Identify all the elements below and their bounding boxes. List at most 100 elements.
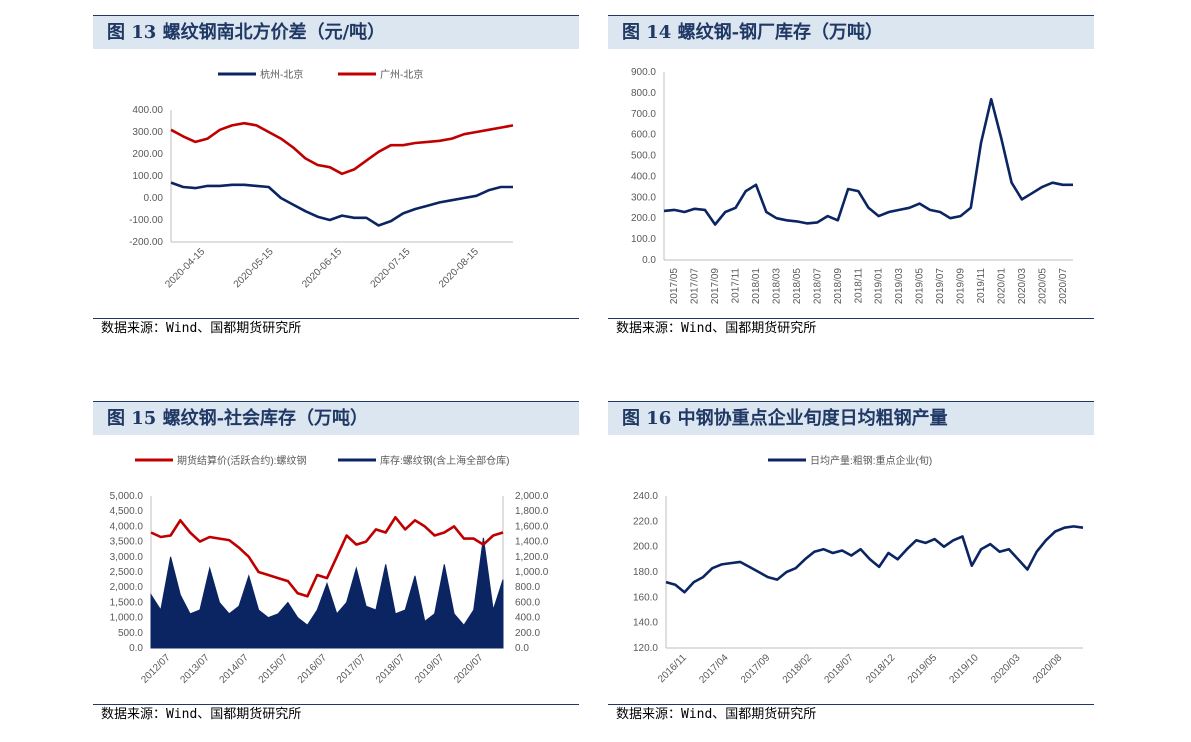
y-tick-label: 100.00 (132, 171, 163, 182)
chart-13-legend: 杭州-北京 广州-北京 (218, 68, 423, 81)
chart-title-13: 图 13 螺纹钢南北方价差（元/吨） (93, 15, 579, 49)
y-tick-label: 500.0 (631, 151, 656, 162)
x-tick-label: 2016/07 (296, 652, 330, 686)
x-tick-label: 2019/07 (935, 268, 946, 305)
legend-label: 日均产量:粗钢:重点企业(旬) (810, 454, 932, 467)
y-tick-label: 1,000.0 (110, 613, 144, 624)
x-tick-label: 2020/07 (452, 652, 486, 686)
x-tick-label: 2017/09 (710, 268, 721, 305)
x-tick-label: 2013/07 (178, 652, 212, 686)
x-tick-label: 2020-07-15 (369, 246, 413, 290)
x-tick-label: 2019/07 (413, 652, 447, 686)
x-tick-label: 2018/03 (771, 268, 782, 305)
y-tick-label: 3,500.0 (110, 537, 144, 548)
y-tick-label: 300.0 (631, 192, 656, 203)
x-tick-label: 2018/02 (781, 652, 815, 686)
y-tick-label: 100.0 (631, 234, 656, 245)
x-tick-label: 2014/07 (218, 652, 252, 686)
source-note-15: 数据来源：Wind、国都期货研究所 (93, 704, 579, 724)
x-tick-label: 2019/10 (948, 652, 982, 686)
y2-tick-label: 1,600.0 (515, 521, 549, 532)
x-tick-label: 2017/04 (697, 652, 731, 686)
x-tick-label: 2020/01 (996, 268, 1007, 305)
y2-tick-label: 0.0 (515, 643, 529, 654)
series-line (663, 97, 1073, 226)
chart-15-legend: 期货结算价(活跃合约):螺纹钢 库存:螺纹钢(含上海全部仓库) (135, 454, 509, 467)
x-tick-label: 2019/09 (956, 268, 967, 305)
chart-13: 杭州-北京 广州-北京 400.00 300.00 200.00 100.00 0.00 -… (129, 68, 514, 290)
legend-label: 库存:螺纹钢(含上海全部仓库) (380, 454, 509, 467)
y2-tick-label: 1,000.0 (515, 567, 549, 578)
y-tick-label: 400.00 (132, 105, 163, 116)
y-tick-label: 180.0 (633, 567, 658, 578)
x-tick-label: 2018/07 (822, 652, 856, 686)
y-tick-label: 900.0 (631, 67, 656, 78)
y-tick-label: 240.0 (633, 491, 658, 502)
series-line (170, 121, 514, 176)
legend-label: 期货结算价(活跃合约):螺纹钢 (177, 454, 306, 467)
source-note-16: 数据来源：Wind、国都期货研究所 (608, 704, 1094, 724)
y2-tick-label: 200.0 (515, 628, 540, 639)
y-tick-label: 0.0 (129, 643, 143, 654)
y2-tick-label: 1,800.0 (515, 506, 549, 517)
x-tick-label: 2018/07 (812, 268, 823, 305)
x-tick-label: 2020/07 (1058, 268, 1069, 305)
series-line (665, 525, 1084, 594)
y-tick-label: 0.00 (144, 193, 164, 204)
x-tick-label: 2019/03 (894, 268, 905, 305)
y-tick-label: 4,000.0 (110, 521, 144, 532)
y-tick-label: 700.0 (631, 109, 656, 120)
x-tick-label: 2017/07 (690, 268, 701, 305)
x-tick-label: 2020-05-15 (232, 246, 276, 290)
y-tick-label: 800.0 (631, 88, 656, 99)
x-tick-label: 2017/05 (669, 268, 680, 305)
x-tick-label: 2015/07 (257, 652, 291, 686)
y-tick-label: 600.0 (631, 130, 656, 141)
y-tick-label: 200.00 (132, 149, 163, 160)
y-tick-label: 120.0 (633, 643, 658, 654)
chart-14: 900.0 800.0 700.0 600.0 500.0 400.0 300.0 200.0… (631, 67, 1073, 305)
chart-title-14: 图 14 螺纹钢-钢厂库存（万吨） (608, 15, 1094, 49)
x-tick-label: 2017/09 (739, 652, 773, 686)
x-tick-label: 2017/11 (731, 268, 742, 304)
x-tick-label: 2018/07 (374, 652, 408, 686)
x-tick-label: 2020/08 (1031, 652, 1065, 686)
x-tick-label: 2019/01 (874, 268, 885, 305)
chart-16: 日均产量:粗钢:重点企业(旬) 240.0 220.0 200.0 180.0 160.… (633, 454, 1084, 686)
y-tick-label: 200.0 (631, 213, 656, 224)
y2-tick-label: 600.0 (515, 597, 540, 608)
y-tick-label: 4,500.0 (110, 506, 144, 517)
x-tick-label: 2017/07 (335, 652, 369, 686)
x-tick-label: 2018/12 (864, 652, 898, 686)
y-tick-label: 220.0 (633, 516, 658, 527)
x-tick-label: 2012/07 (139, 652, 173, 686)
y-tick-label: 500.0 (118, 628, 143, 639)
x-tick-label: 2020-04-15 (163, 246, 207, 290)
y-tick-label: 200.0 (633, 542, 658, 553)
legend-label: 杭州-北京 (260, 68, 303, 81)
x-tick-label: 2018/09 (833, 268, 844, 305)
y-tick-label: 300.00 (132, 127, 163, 138)
x-tick-label: 2020/03 (1017, 268, 1028, 305)
x-tick-label: 2020-06-15 (300, 246, 344, 290)
y-tick-label: 400.0 (631, 171, 656, 182)
series-line (150, 516, 504, 598)
y-tick-label: 2,500.0 (110, 567, 144, 578)
series-line (170, 181, 513, 227)
x-tick-label: 2018/05 (792, 268, 803, 305)
chart-title-15: 图 15 螺纹钢-社会库存（万吨） (93, 401, 579, 435)
x-tick-label: 2020/03 (989, 652, 1023, 686)
y-tick-label: 5,000.0 (110, 491, 144, 502)
x-tick-label: 2018/01 (751, 268, 762, 305)
legend-label: 广州-北京 (380, 68, 423, 81)
chart-title-16: 图 16 中钢协重点企业旬度日均粗钢产量 (608, 401, 1094, 435)
chart-15: 期货结算价(活跃合约):螺纹钢 库存:螺纹钢(含上海全部仓库) 5,000.0 4,… (110, 454, 549, 686)
y2-tick-label: 1,200.0 (515, 552, 549, 563)
y-tick-label: 140.0 (633, 618, 658, 629)
y-tick-label: 160.0 (633, 592, 658, 603)
y-tick-label: 3,000.0 (110, 552, 144, 563)
source-note-13: 数据来源：Wind、国都期货研究所 (93, 318, 579, 338)
y2-tick-label: 400.0 (515, 613, 540, 624)
x-tick-label: 2019/11 (976, 268, 987, 304)
y-tick-label: -200.00 (129, 237, 163, 248)
